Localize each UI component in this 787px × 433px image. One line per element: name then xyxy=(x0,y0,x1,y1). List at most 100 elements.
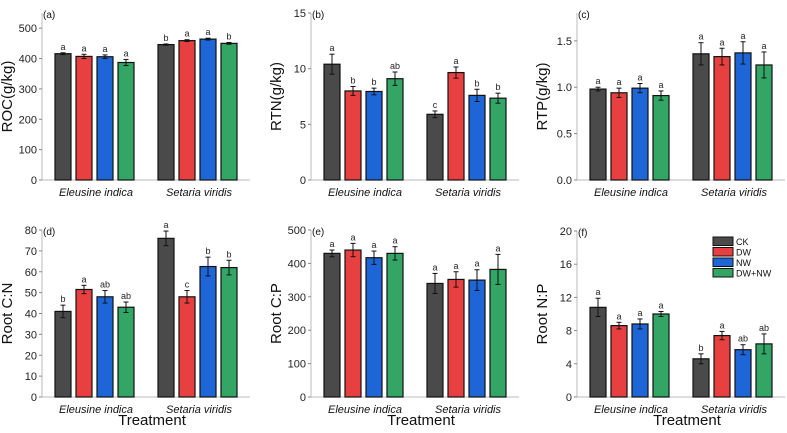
significance-letter: a xyxy=(453,56,458,66)
significance-letter: a xyxy=(637,308,642,318)
legend-swatch xyxy=(712,268,734,278)
y-axis-label: RTN(g/kg) xyxy=(268,62,285,131)
category-label: Setaria viridis xyxy=(701,404,768,416)
y-tick-label: 60 xyxy=(25,267,37,279)
bar-dw xyxy=(447,278,465,398)
error-bar xyxy=(226,41,232,45)
y-tick-label: 12 xyxy=(560,292,572,304)
y-tick-label: 500 xyxy=(19,23,37,35)
category-label: Eleusine indica xyxy=(594,404,668,416)
bar-dw xyxy=(713,334,731,398)
y-tick-label: 200 xyxy=(288,325,306,337)
significance-letter: a xyxy=(740,31,745,41)
significance-letter: b xyxy=(226,249,231,259)
significance-letter: a xyxy=(595,76,600,86)
error-bar xyxy=(719,330,725,341)
y-axis-label: Root N:P xyxy=(534,284,551,345)
y-tick-label: 100 xyxy=(19,145,37,157)
category-label: Eleusine indica xyxy=(328,404,402,416)
bar-dw-nw xyxy=(117,306,135,398)
y-tick-label: 0 xyxy=(31,175,37,187)
error-bar xyxy=(432,110,438,119)
y-tick-label: 20 xyxy=(560,226,572,238)
significance-letter: ab xyxy=(390,61,400,71)
bar-dw xyxy=(447,71,465,181)
error-bar xyxy=(205,37,211,41)
y-tick-label: 8 xyxy=(566,326,572,338)
error-bar xyxy=(637,318,643,330)
y-axis-label: ROC(g/kg) xyxy=(0,61,16,133)
bar-nw xyxy=(734,52,752,181)
error-bar xyxy=(761,51,767,79)
error-bar xyxy=(698,42,704,66)
panel-label: (c) xyxy=(578,10,590,21)
bar-nw xyxy=(631,323,649,398)
bar-nw xyxy=(96,56,114,181)
error-bar xyxy=(595,86,601,92)
significance-letter: b xyxy=(698,343,703,353)
y-tick-label: 400 xyxy=(19,54,37,66)
y-tick-label: 30 xyxy=(25,329,37,341)
y-axis-label: RTP(g/kg) xyxy=(534,62,551,130)
error-bar xyxy=(329,53,335,75)
panel-e: (e) 0 100 200 300 400 500 Root C:P Eleusine indi… xyxy=(268,225,519,429)
bar-ck xyxy=(157,237,175,398)
error-bar xyxy=(392,71,398,86)
error-bar xyxy=(371,87,377,96)
y-tick-label: 70 xyxy=(25,246,37,258)
error-bar xyxy=(184,39,190,43)
error-bar xyxy=(432,272,438,294)
bar-nw xyxy=(199,38,217,181)
error-bar xyxy=(495,92,501,104)
significance-letter: c xyxy=(185,280,190,290)
y-tick-label: 0 xyxy=(300,175,306,187)
bar-ck xyxy=(323,63,341,181)
y-tick-label: 0 xyxy=(300,392,306,404)
legend-swatch xyxy=(712,247,734,257)
bar-ck xyxy=(692,53,710,181)
legend-label: NW xyxy=(736,258,751,268)
significance-letter: a xyxy=(329,43,334,53)
y-tick-label: 4 xyxy=(566,359,572,371)
y-tick-label: 5 xyxy=(300,119,306,131)
bar-ck xyxy=(54,310,72,398)
category-label: Setaria viridis xyxy=(166,404,233,416)
bar-dw-nw xyxy=(220,266,238,398)
significance-letter: b xyxy=(163,33,168,43)
error-bar xyxy=(616,321,622,330)
panel-a: (a) 0 100 200 300 400 500 ROC(g/kg) Eleusine ind… xyxy=(0,10,250,199)
y-tick-label: 10 xyxy=(25,371,37,383)
panel-f: (f) 0 4 8 12 16 20 Root N:P Eleusine indica a a a a S… xyxy=(534,226,785,429)
panel-label: (f) xyxy=(578,228,587,239)
panel-label: (e) xyxy=(312,227,324,238)
significance-letter: a xyxy=(371,240,376,250)
bar-dw-nw xyxy=(489,97,507,181)
error-bar xyxy=(740,41,746,65)
error-bar xyxy=(163,43,169,46)
significance-letter: a xyxy=(698,32,703,42)
significance-letter: a xyxy=(102,44,107,54)
error-bar xyxy=(81,53,87,60)
significance-letter: a xyxy=(719,37,724,47)
y-tick-label: 500 xyxy=(288,225,306,237)
bar-nw xyxy=(734,349,752,398)
error-bar xyxy=(658,90,664,101)
error-bar xyxy=(698,353,704,365)
y-tick-label: 10 xyxy=(294,64,306,76)
category-label: Setaria viridis xyxy=(435,187,502,199)
category-label: Setaria viridis xyxy=(166,187,233,199)
error-bar xyxy=(474,269,480,291)
error-bar xyxy=(102,54,108,60)
y-tick-label: 200 xyxy=(19,114,37,126)
significance-letter: b xyxy=(495,82,500,92)
bar-nw xyxy=(365,90,383,181)
significance-letter: ab xyxy=(759,323,769,333)
panel-label: (d) xyxy=(43,227,55,238)
significance-letter: a xyxy=(474,259,479,269)
significance-letter: b xyxy=(474,78,479,88)
y-tick-label: 0.0 xyxy=(557,175,572,187)
bar-dw-nw xyxy=(117,61,135,181)
error-bar xyxy=(740,344,746,356)
category-label: Eleusine indica xyxy=(59,187,133,199)
